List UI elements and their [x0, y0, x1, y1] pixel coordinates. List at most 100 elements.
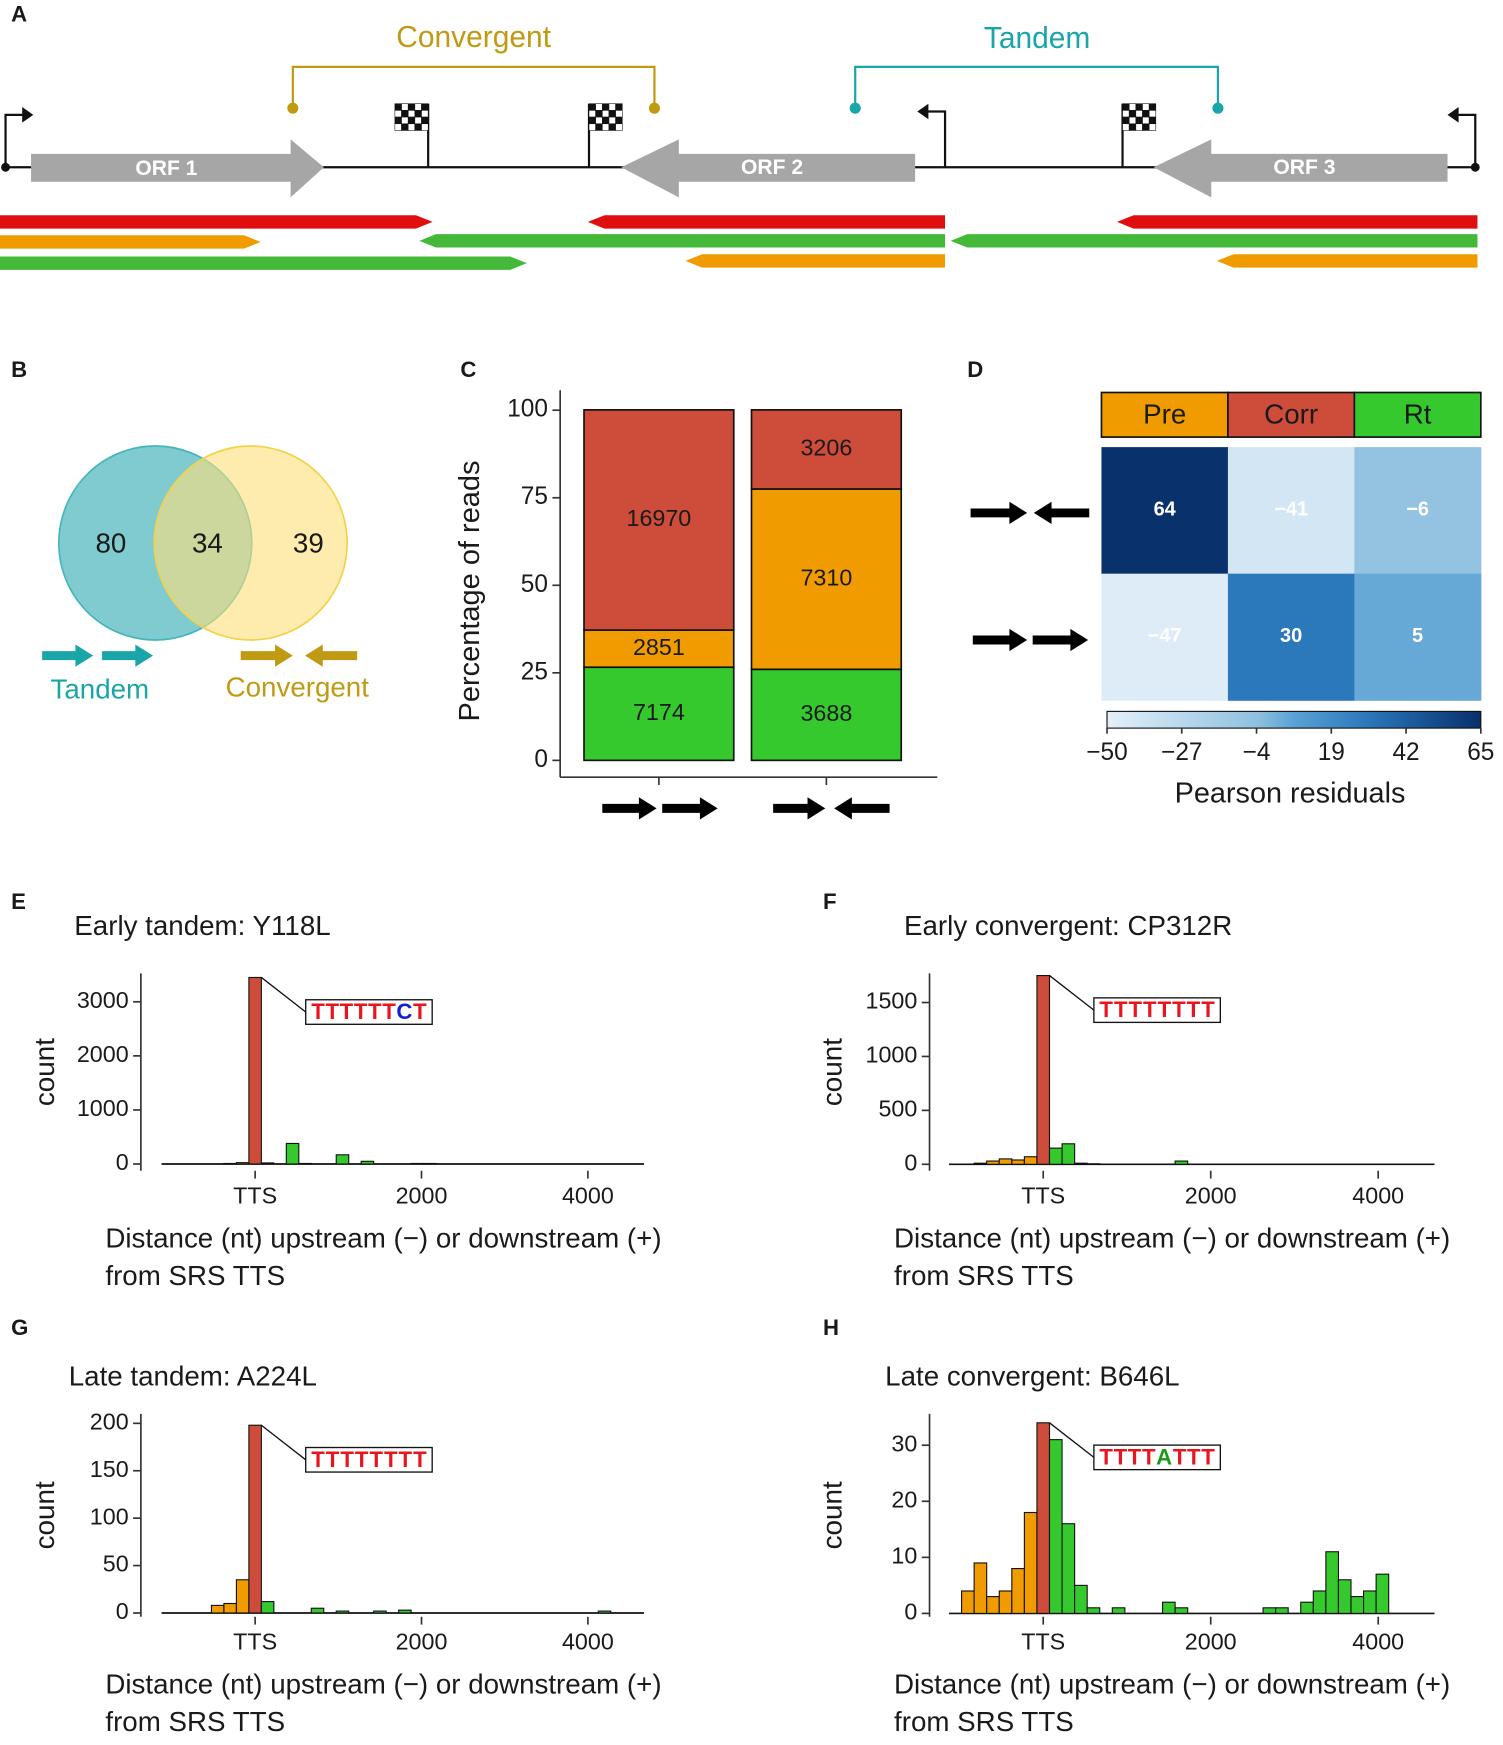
chart-title: Early convergent: CP312R	[904, 910, 1232, 941]
annotation-letter: T	[1143, 997, 1157, 1022]
histogram-bar	[398, 1609, 412, 1614]
x-axis-label: from SRS TTS	[894, 1260, 1074, 1291]
flag-square	[1122, 116, 1130, 125]
venn-legend: Convergent	[226, 671, 370, 702]
read-arrow	[950, 234, 1478, 248]
y-axis-label: count	[817, 1038, 848, 1106]
histogram-bar	[235, 1162, 250, 1165]
x-axis-label: Distance (nt) upstream (−) or downstream…	[105, 1668, 661, 1699]
colorbar-tick-label: −4	[1243, 739, 1271, 766]
y-axis-label: count	[29, 1038, 60, 1106]
panel-label: C	[460, 357, 476, 382]
histogram-bar	[1074, 1162, 1088, 1165]
flag-square	[414, 116, 422, 125]
histogram-bar	[1312, 1590, 1327, 1614]
flags	[394, 103, 1157, 168]
flag-square	[407, 116, 416, 125]
flag-square	[421, 110, 429, 118]
bar-segment	[750, 409, 903, 490]
flag-square	[401, 110, 409, 118]
y-tick-label: 100	[90, 1503, 129, 1529]
promoter-arrows	[4, 110, 1477, 168]
arrow-icon	[240, 644, 293, 667]
annotation-letter: T	[413, 1447, 427, 1472]
flag-square	[1148, 116, 1157, 125]
y-tick-label: 20	[891, 1486, 917, 1512]
x-tick-label: TTS	[1021, 1629, 1065, 1655]
histogram-bar	[1337, 1579, 1352, 1614]
y-tick-label: 500	[878, 1096, 917, 1122]
y-tick-label: 50	[103, 1551, 129, 1577]
flag-square	[1122, 123, 1130, 131]
y-tick-label: 25	[521, 658, 548, 685]
x-tick-label: TTS	[233, 1183, 277, 1209]
histogram-bar	[1363, 1590, 1377, 1614]
annotation-letter: T	[1172, 997, 1186, 1022]
flag-square	[1142, 103, 1150, 111]
annotation-letter: T	[382, 999, 396, 1024]
y-tick-label: 100	[507, 396, 548, 423]
histogram-bar	[986, 1596, 1000, 1614]
cell-label: −41	[1274, 499, 1308, 521]
flag-square	[615, 116, 623, 125]
annotation-letter: T	[1187, 997, 1201, 1022]
flag-square	[615, 110, 623, 118]
bracket	[291, 65, 656, 109]
histogram-bar	[335, 1154, 350, 1165]
flag-square	[602, 103, 610, 111]
annotation-letter: T	[340, 1447, 354, 1472]
flag-square	[394, 123, 402, 131]
annotation-letter: T	[1128, 1444, 1142, 1469]
flag-square	[414, 123, 422, 131]
column-header	[1353, 391, 1482, 438]
annotation: TTTTTTTT	[1099, 997, 1215, 1022]
bar-segment	[583, 629, 735, 669]
flag-square	[602, 110, 610, 118]
heat-cell	[1354, 447, 1482, 575]
annotation-letter: T	[326, 1447, 340, 1472]
segment-label: 7174	[633, 699, 685, 725]
flag-square	[421, 103, 429, 111]
histogram-bar	[298, 1162, 312, 1165]
x-tick-label: TTS	[1021, 1183, 1065, 1209]
annotation-letter: T	[399, 1447, 413, 1472]
y-tick-label: 1000	[77, 1095, 129, 1121]
annotation-letter: T	[1114, 997, 1128, 1022]
colorbar-tick-label: 42	[1392, 739, 1419, 766]
y-tick-label: 0	[904, 1149, 917, 1175]
x-tick-label: 4000	[1352, 1629, 1404, 1655]
cell-label: 5	[1412, 625, 1423, 647]
annotation-box	[1093, 997, 1221, 1024]
flag-square	[407, 123, 416, 131]
flag-square	[394, 103, 402, 111]
y-tick-label: 10	[891, 1542, 917, 1568]
histogram-bar	[1011, 1159, 1025, 1165]
y-tick-label: 3000	[77, 987, 129, 1013]
x-tick-label: 2000	[396, 1629, 448, 1655]
histogram-bar	[1174, 1607, 1189, 1614]
histogram-bar	[1036, 1422, 1051, 1614]
flag-square	[401, 103, 409, 111]
annotation: TTTTTTTT	[311, 1447, 427, 1472]
x-axis-label: from SRS TTS	[105, 1706, 285, 1737]
column-header	[1100, 391, 1229, 438]
histogram-bar	[285, 1142, 300, 1165]
arrow-icon	[1032, 628, 1089, 652]
arrow-icon	[305, 644, 358, 667]
flag-square	[608, 103, 616, 111]
arrow-icon	[834, 797, 890, 820]
y-tick-label: 2000	[77, 1041, 129, 1067]
flag-square	[1142, 123, 1150, 131]
histogram-bar	[1350, 1596, 1365, 1614]
colorbar-label: Pearson residuals	[1175, 778, 1406, 810]
annotation-letter: A	[1156, 1444, 1172, 1469]
flag-square	[1128, 103, 1137, 111]
histogram-bar	[1174, 1160, 1189, 1165]
read-arrow	[0, 215, 433, 229]
column-label: Corr	[1264, 398, 1318, 429]
cell-label: −47	[1148, 625, 1182, 647]
flag-square	[1122, 110, 1130, 118]
annotation-leader	[1049, 1422, 1095, 1458]
orf-label: ORF 1	[135, 157, 197, 180]
